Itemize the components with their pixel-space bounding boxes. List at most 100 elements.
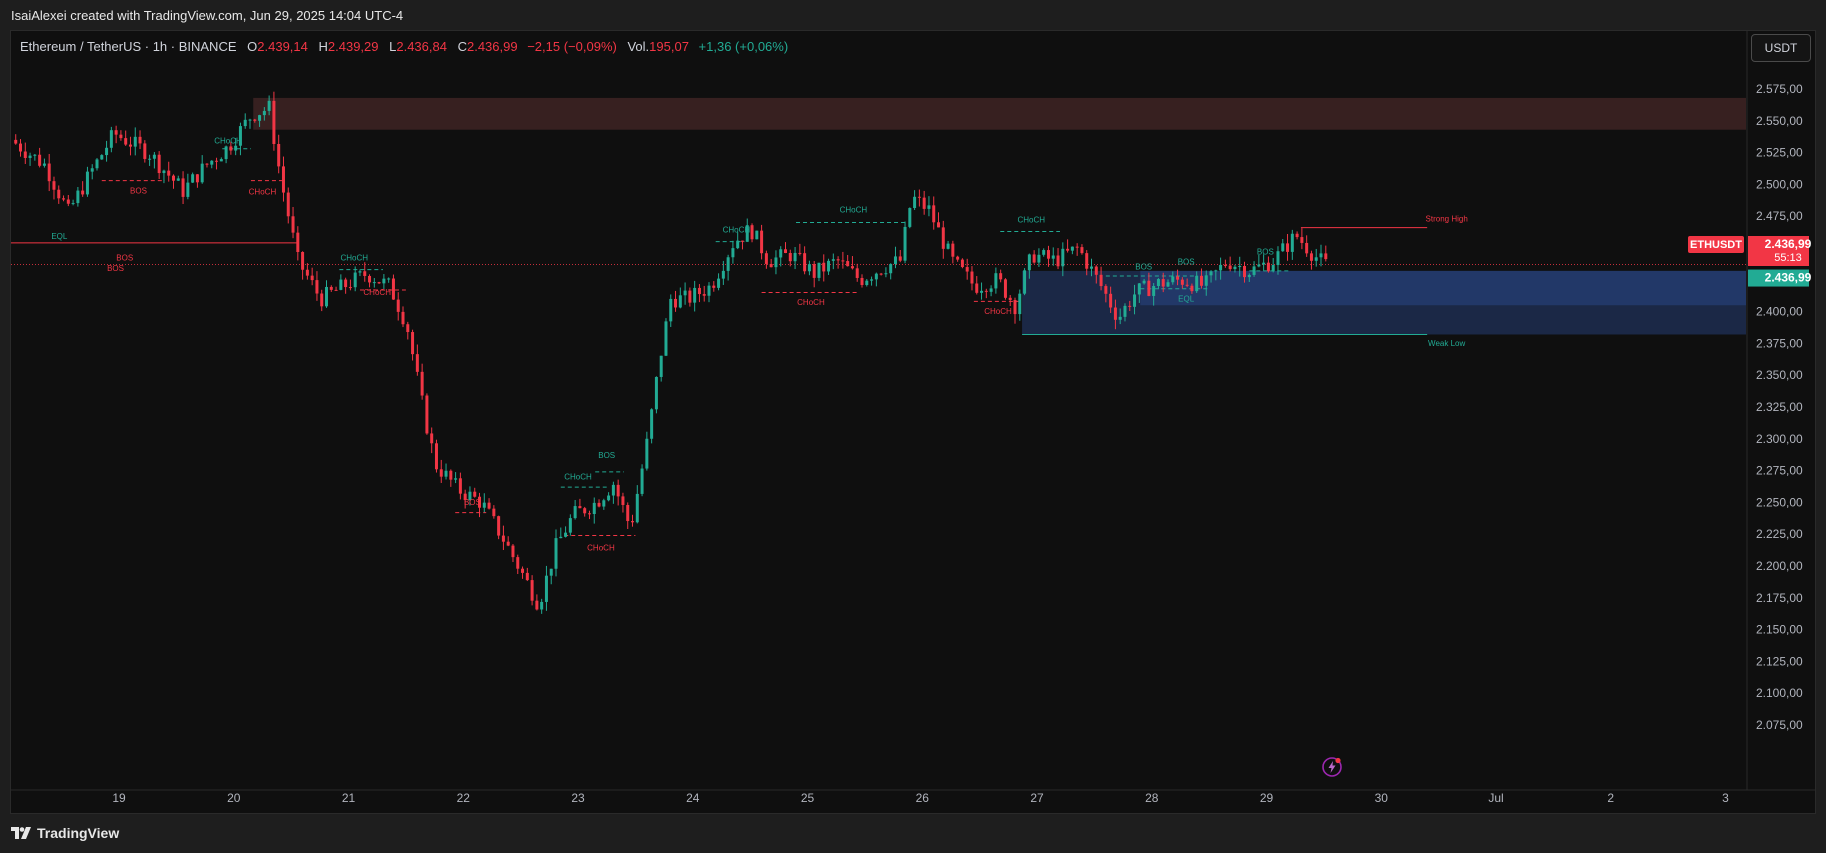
candle-body: [587, 513, 591, 515]
candle-body: [1281, 243, 1285, 252]
candle-body: [965, 267, 969, 272]
candle-body: [430, 433, 434, 444]
candle-body: [822, 262, 826, 272]
structure-label: Weak Low: [1428, 339, 1465, 348]
candle-body: [1271, 265, 1275, 272]
candle-body: [310, 275, 314, 281]
candle-body: [1195, 275, 1199, 292]
time-tick-label: 19: [112, 791, 126, 805]
candle-body: [640, 468, 644, 494]
candle-body: [372, 282, 376, 284]
candle-body: [1243, 265, 1247, 278]
candle-body: [62, 198, 66, 200]
candle-body: [812, 264, 816, 278]
time-tick-label: 21: [342, 791, 356, 805]
candle-body: [1056, 255, 1060, 267]
candle-body: [425, 395, 429, 434]
candle-body: [90, 168, 94, 172]
price-tick-label: 2.100,00: [1756, 686, 1803, 700]
candle-body: [382, 278, 386, 284]
candle-body: [750, 225, 754, 240]
footer-brand: TradingView: [37, 825, 120, 841]
tradingview-logo[interactable]: TradingView: [11, 825, 119, 841]
candle-body: [143, 143, 147, 159]
candle-body: [578, 506, 582, 509]
open-label: O: [247, 39, 258, 54]
candle-body: [1262, 262, 1266, 265]
candle-body: [28, 155, 32, 158]
candle-body: [482, 502, 486, 508]
price-tick-label: 2.225,00: [1756, 527, 1803, 541]
candle-body: [334, 289, 338, 291]
candle-body: [229, 146, 233, 151]
candle-body: [745, 225, 749, 242]
candle-body: [721, 270, 725, 279]
candle-body: [468, 491, 472, 501]
lightning-alert-icon[interactable]: [1321, 756, 1343, 778]
price-box-2: [1748, 269, 1809, 287]
symbol-tag: [1688, 236, 1744, 253]
candle-body: [669, 298, 673, 322]
candle-body: [573, 506, 577, 519]
candle-body: [463, 493, 467, 501]
candle-body: [922, 197, 926, 209]
candle-body: [1137, 283, 1141, 295]
candle-body: [267, 100, 271, 111]
candle-body: [458, 478, 462, 494]
candle-body: [219, 159, 223, 162]
candle-body: [492, 508, 496, 517]
price-tick-label: 2.500,00: [1756, 177, 1803, 191]
candle-body: [57, 189, 61, 199]
top-bar: IsaiAlexei created with TradingView.com,…: [0, 0, 1826, 30]
candle-body: [325, 286, 329, 307]
candle-body: [1051, 255, 1055, 259]
currency-button[interactable]: USDT: [1751, 34, 1811, 62]
candle-body: [779, 249, 783, 258]
candle-body: [205, 163, 209, 165]
candle-body: [521, 568, 525, 573]
candle-body: [85, 171, 89, 195]
candle-body: [339, 279, 343, 290]
candle-body: [1128, 305, 1132, 307]
candle-body: [296, 232, 300, 252]
candle-body: [157, 154, 161, 174]
candle-body: [172, 175, 176, 181]
candle-body: [368, 275, 372, 283]
price-tick-label: 2.150,00: [1756, 623, 1803, 637]
structure-label: CHoCH: [587, 544, 615, 553]
candle-body: [1204, 275, 1208, 286]
candle-body: [1080, 247, 1084, 254]
candle-body: [1219, 264, 1223, 271]
candle-body: [238, 126, 242, 146]
candle-body: [674, 298, 678, 308]
symbol-title[interactable]: Ethereum / TetherUS · 1h · BINANCE: [20, 39, 237, 54]
candle-body: [47, 163, 51, 182]
candle-body: [391, 278, 395, 300]
price-tick-label: 2.125,00: [1756, 654, 1803, 668]
candle-body: [1300, 237, 1304, 243]
price-tick-label: 2.300,00: [1756, 432, 1803, 446]
structure-label: CHoCH: [840, 205, 868, 214]
candle-body: [631, 521, 635, 523]
candle-body: [1123, 305, 1127, 317]
candle-body: [195, 174, 199, 183]
candle-body: [215, 160, 219, 162]
candle-body: [76, 190, 80, 204]
candle-body: [774, 257, 778, 268]
candle-body: [100, 155, 104, 160]
candle-body: [1161, 279, 1165, 287]
candle-body: [1061, 248, 1065, 267]
candle-body: [1295, 233, 1299, 238]
candle-body: [1018, 293, 1022, 315]
candle-body: [1209, 271, 1213, 276]
candle-body: [1066, 248, 1070, 251]
structure-label: EQL: [51, 232, 68, 241]
candle-body: [678, 295, 682, 308]
symbol-tag-text: ETHUSDT: [1690, 239, 1742, 251]
candle-body: [1090, 266, 1094, 269]
price-tick-label: 2.275,00: [1756, 464, 1803, 478]
chart-frame[interactable]: [10, 30, 1816, 814]
volume-value: 195,07: [649, 39, 689, 54]
structure-label: CHoCH: [564, 473, 592, 482]
